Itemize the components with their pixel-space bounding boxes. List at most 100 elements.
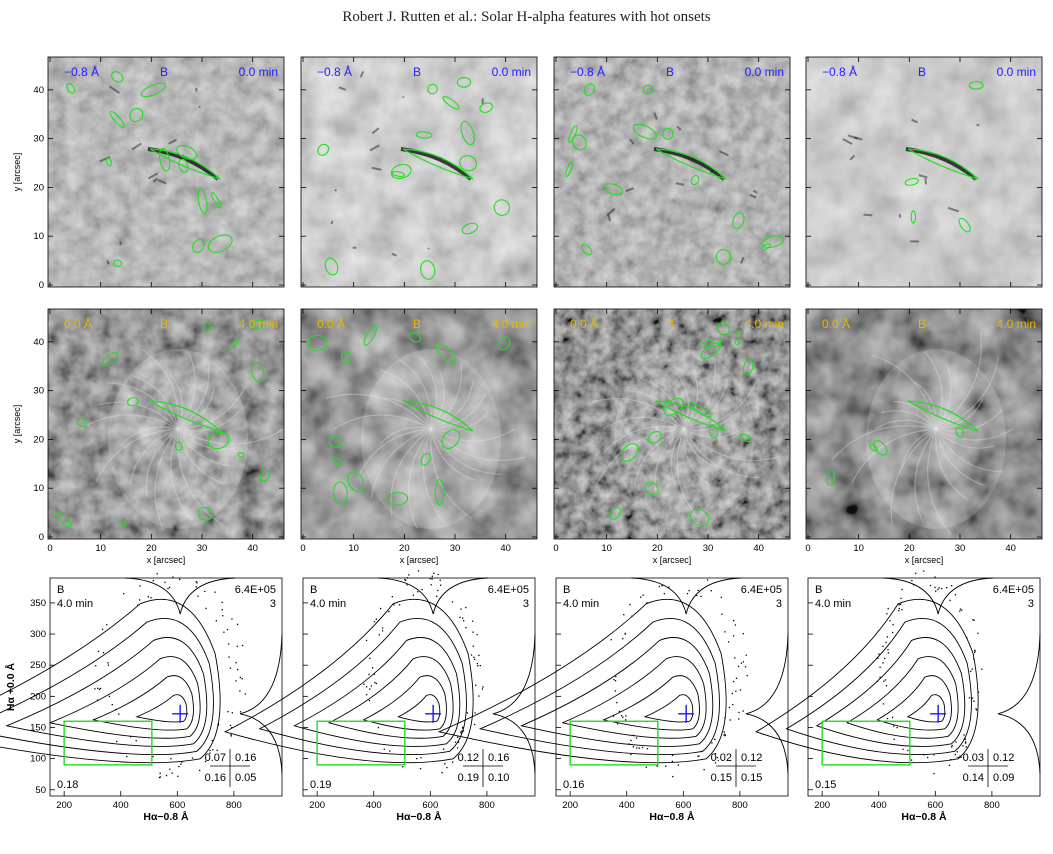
fibril bbox=[935, 361, 952, 430]
x-tick-label: 40 bbox=[500, 543, 511, 554]
scatter-point bbox=[197, 595, 199, 597]
scatter-point bbox=[623, 614, 625, 616]
scatter-point bbox=[476, 633, 478, 636]
count-label: 6.4E+05 bbox=[488, 584, 529, 596]
x-tick-label: 20 bbox=[399, 543, 410, 554]
density-contour bbox=[906, 694, 946, 723]
green-contour bbox=[390, 163, 412, 180]
scatter-point bbox=[94, 688, 96, 690]
time-label: 0.0 min bbox=[239, 65, 278, 79]
fibril bbox=[683, 414, 733, 432]
scatter-point bbox=[478, 654, 480, 657]
green-contour-main bbox=[655, 400, 727, 432]
scatter-point bbox=[658, 585, 661, 588]
scatter-point bbox=[406, 584, 408, 586]
scatter-point bbox=[205, 607, 207, 610]
scatter-point bbox=[738, 718, 740, 720]
scatter-point bbox=[442, 748, 445, 750]
fibril bbox=[683, 378, 728, 430]
x-tick-label: 40 bbox=[753, 543, 764, 554]
green-contour-main bbox=[907, 400, 979, 432]
green-contour bbox=[460, 120, 475, 146]
fibril bbox=[595, 428, 685, 486]
fibril bbox=[875, 419, 937, 430]
scatter-point bbox=[971, 697, 974, 699]
dark-fibril bbox=[606, 208, 616, 217]
green-contour bbox=[610, 506, 622, 520]
x-tick-label: 800 bbox=[226, 800, 242, 811]
green-contour bbox=[363, 325, 378, 346]
image-panel-r2-c2: 0.0 Å B 4.0 min 0 10 20 30 40 x [arcsec] bbox=[300, 308, 538, 565]
scatter-point bbox=[378, 634, 380, 636]
green-contour bbox=[456, 76, 472, 88]
scatter-point bbox=[462, 727, 464, 730]
scatter-point bbox=[613, 678, 615, 681]
scatter-point bbox=[461, 726, 464, 729]
time-label: 4.0 min bbox=[492, 317, 531, 331]
y-tick-label: 20 bbox=[33, 182, 44, 193]
scatter-point bbox=[138, 599, 141, 601]
solar-image-texture bbox=[48, 309, 284, 539]
scatter-point bbox=[236, 645, 238, 647]
wavelength-label: −0.8 Å bbox=[64, 64, 99, 79]
time-label: 4.0 min bbox=[239, 317, 278, 331]
region-label: B bbox=[160, 65, 168, 79]
scatter-point bbox=[391, 595, 393, 598]
scatter-point bbox=[631, 615, 633, 617]
scatter-point bbox=[716, 756, 718, 759]
x-axis-label: x [arcsec] bbox=[400, 555, 439, 565]
scatter-point bbox=[239, 676, 242, 679]
scatter-point bbox=[625, 715, 627, 717]
x-tick-label: 400 bbox=[871, 800, 887, 811]
dark-fibril bbox=[976, 123, 980, 127]
scatter-point bbox=[440, 584, 442, 586]
scatter-point bbox=[107, 664, 110, 666]
green-contour-main bbox=[402, 148, 474, 180]
green-contour bbox=[761, 243, 771, 251]
scatter-point bbox=[239, 690, 241, 692]
fibril bbox=[430, 428, 515, 442]
scatter-panel-3: B 4.0 min 6.4E+05 3 0.16 0.02 0.12 0.15 0.15 200 4… bbox=[437, 577, 789, 823]
scatter-point bbox=[377, 726, 380, 729]
x-tick-label: 200 bbox=[814, 800, 830, 811]
fibril bbox=[430, 393, 486, 430]
scatter-point bbox=[911, 580, 913, 582]
fibril bbox=[177, 428, 236, 467]
scatter-point bbox=[724, 717, 726, 719]
scatter-point bbox=[239, 711, 242, 713]
corr-value-tr: 0.12 bbox=[741, 752, 762, 764]
green-contour bbox=[333, 481, 348, 505]
fibril bbox=[177, 428, 227, 485]
scatter-point bbox=[923, 570, 925, 572]
region-label: B bbox=[413, 65, 421, 79]
scatter-point bbox=[877, 657, 879, 659]
x-tick-label: 30 bbox=[197, 543, 208, 554]
x-tick-label: 10 bbox=[348, 543, 359, 554]
green-contour bbox=[176, 144, 198, 160]
scatter-point bbox=[879, 666, 881, 668]
scatter-point bbox=[630, 739, 632, 742]
scatter-point bbox=[893, 725, 895, 727]
scatter-point bbox=[461, 617, 464, 619]
scatter-point bbox=[461, 730, 463, 732]
density-contour bbox=[755, 599, 979, 764]
scatter-point bbox=[177, 775, 179, 777]
panel-frame bbox=[553, 56, 791, 288]
green-contour bbox=[408, 332, 422, 343]
image-panel-r1-c1: −0.8 Å B 0.0 min 0 10 20 30 40 y [arcsec] bbox=[12, 56, 285, 291]
scatter-point bbox=[876, 680, 879, 682]
scatter-point bbox=[954, 753, 956, 756]
scatter-point bbox=[167, 587, 169, 590]
scatter-point bbox=[889, 620, 891, 622]
scatter-point bbox=[973, 619, 975, 621]
scatter-point bbox=[236, 623, 239, 626]
scatter-point bbox=[977, 632, 979, 634]
scatter-point bbox=[878, 653, 880, 655]
green-contour bbox=[386, 492, 409, 506]
scatter-point bbox=[739, 689, 742, 691]
x-tick-label: 400 bbox=[366, 800, 382, 811]
green-contour bbox=[435, 343, 456, 364]
scatter-point bbox=[968, 697, 971, 699]
scatter-point bbox=[923, 753, 925, 756]
scatter-point bbox=[948, 764, 951, 766]
